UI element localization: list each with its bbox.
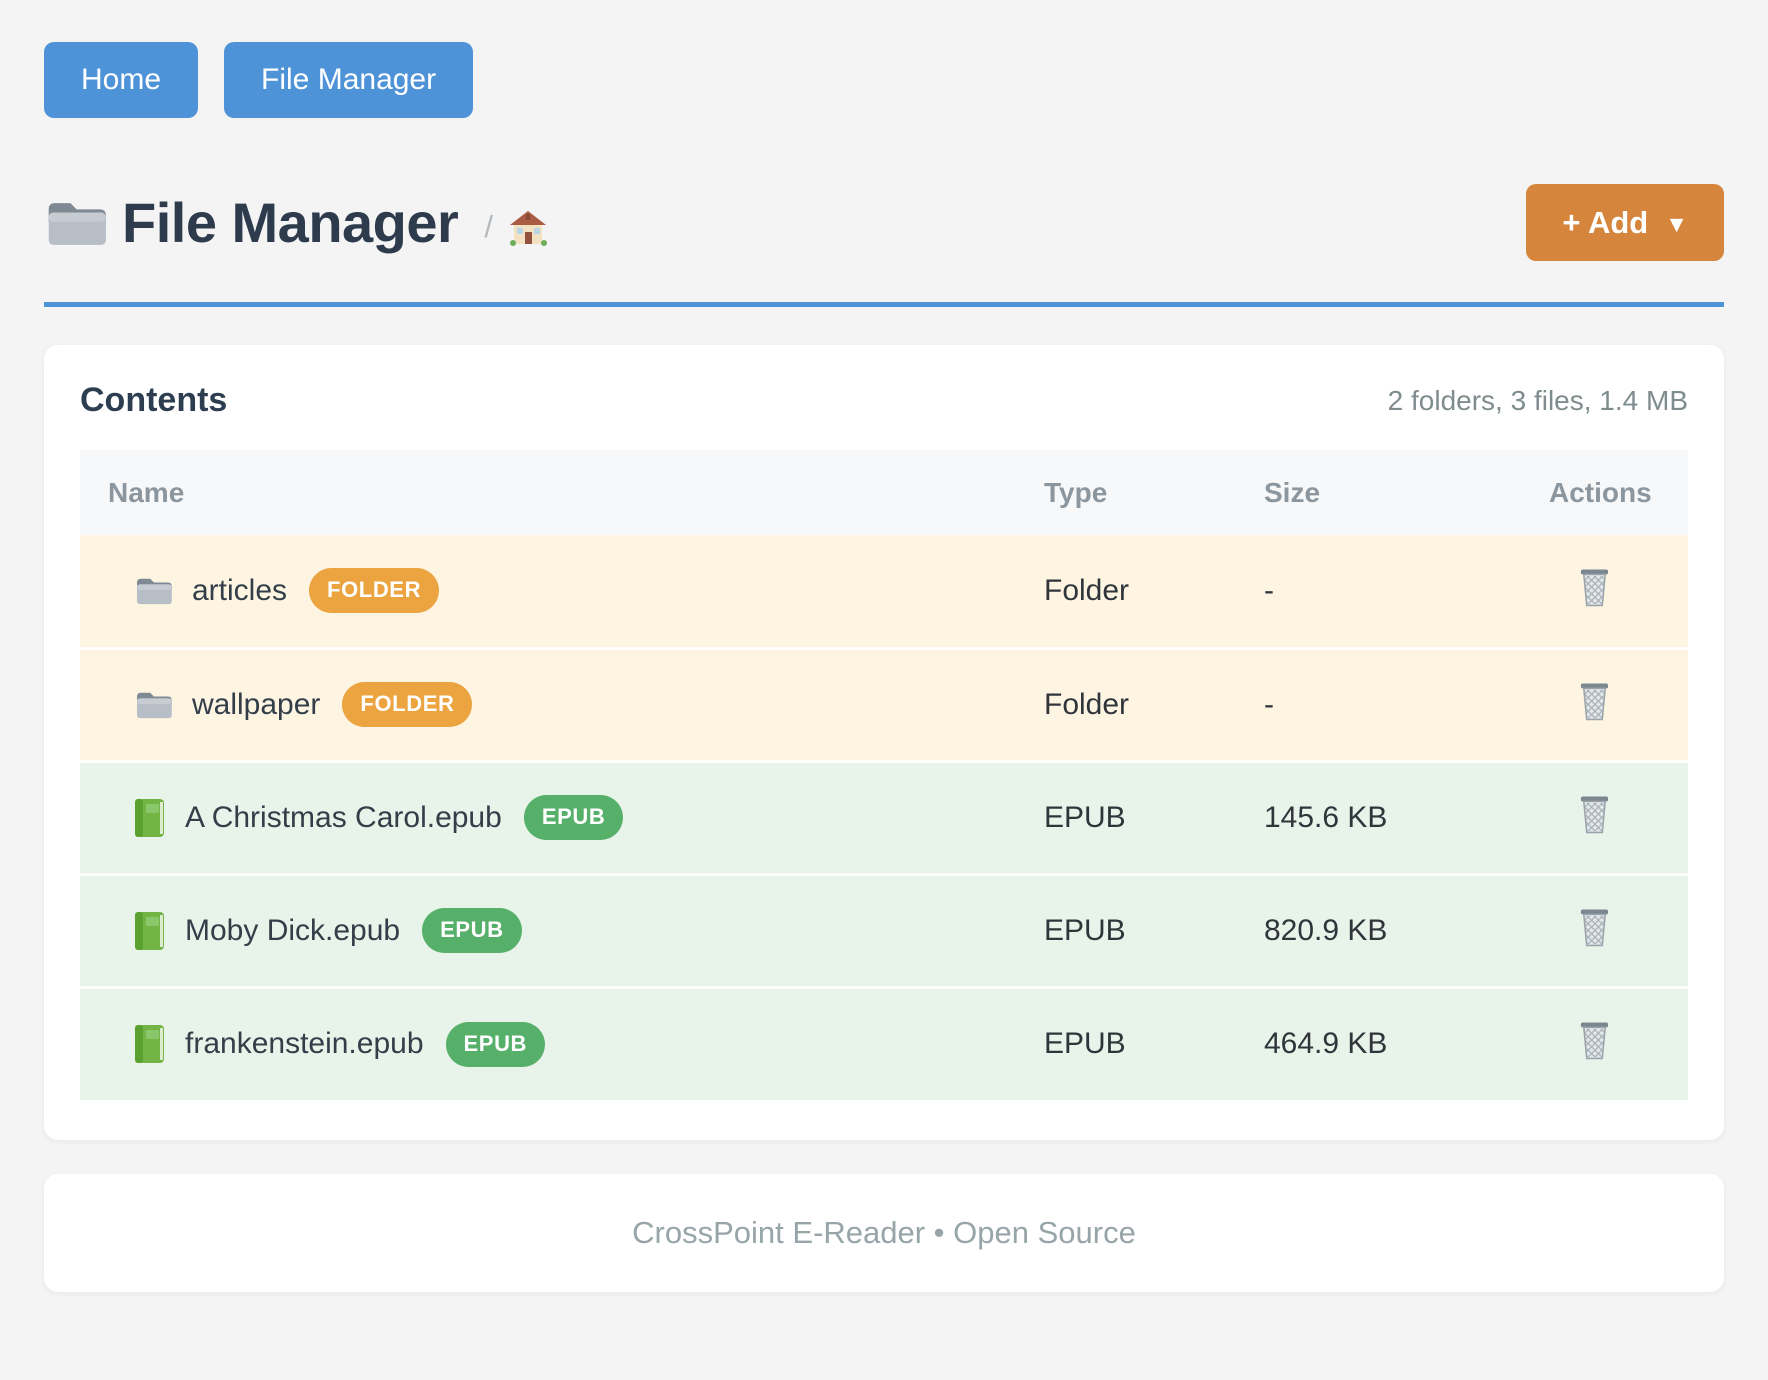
table-row: wallpaper FOLDER Folder -	[80, 646, 1688, 761]
delete-button[interactable]	[1578, 1019, 1611, 1061]
table-row: Moby Dick.epub EPUB EPUB 820.9 KB	[80, 872, 1688, 987]
name-cell: Moby Dick.epub EPUB	[98, 908, 1026, 953]
add-button[interactable]: + Add ▼	[1526, 184, 1724, 261]
item-name[interactable]: Moby Dick.epub	[185, 913, 401, 947]
trash-icon	[1578, 1019, 1611, 1061]
breadcrumb-home-link[interactable]	[509, 210, 547, 246]
book-icon	[134, 911, 165, 951]
nav-home-button[interactable]: Home	[44, 42, 199, 118]
top-nav: Home File Manager	[44, 0, 1724, 118]
column-header-name: Name	[80, 450, 1026, 535]
header-divider	[44, 302, 1724, 307]
page-title: File Manager	[122, 191, 459, 254]
card-title: Contents	[80, 381, 228, 419]
column-header-size: Size	[1246, 450, 1531, 535]
delete-button[interactable]	[1578, 793, 1611, 835]
name-cell: frankenstein.epub EPUB	[98, 1021, 1026, 1067]
page: Home File Manager File Manager / + Add ▼…	[44, 0, 1724, 1292]
breadcrumb-separator: /	[484, 208, 493, 244]
add-button-label: + Add	[1562, 204, 1649, 240]
folder-icon	[44, 197, 106, 248]
contents-summary: 2 folders, 3 files, 1.4 MB	[1387, 384, 1688, 416]
folder-icon	[134, 575, 172, 606]
trash-icon	[1578, 566, 1611, 608]
item-size: 820.9 KB	[1246, 872, 1531, 987]
column-header-type: Type	[1026, 450, 1246, 535]
trash-icon	[1578, 680, 1611, 722]
file-table: Name Type Size Actions articles FOLDER F…	[80, 450, 1688, 1100]
item-size: 464.9 KB	[1246, 985, 1531, 1100]
trash-icon	[1578, 793, 1611, 835]
footer: CrossPoint E-Reader • Open Source	[44, 1174, 1724, 1292]
delete-button[interactable]	[1578, 680, 1611, 722]
contents-card-header: Contents 2 folders, 3 files, 1.4 MB	[80, 381, 1688, 420]
item-type: EPUB	[1026, 985, 1246, 1100]
name-cell: wallpaper FOLDER	[98, 682, 1026, 727]
table-row: A Christmas Carol.epub EPUB EPUB 145.6 K…	[80, 759, 1688, 874]
title-group: File Manager /	[44, 190, 1526, 255]
item-type: Folder	[1026, 646, 1246, 761]
item-type: EPUB	[1026, 872, 1246, 987]
home-icon	[509, 210, 547, 246]
contents-card: Contents 2 folders, 3 files, 1.4 MB Name…	[44, 345, 1724, 1140]
item-size: -	[1246, 535, 1531, 648]
type-badge: FOLDER	[309, 568, 440, 614]
caret-down-icon: ▼	[1665, 210, 1688, 237]
item-size: 145.6 KB	[1246, 759, 1531, 874]
footer-text: CrossPoint E-Reader • Open Source	[632, 1215, 1136, 1250]
type-badge: EPUB	[523, 795, 624, 840]
name-cell: articles FOLDER	[98, 568, 1026, 614]
item-type: Folder	[1026, 535, 1246, 648]
table-header-row: Name Type Size Actions	[80, 450, 1688, 535]
column-header-actions: Actions	[1531, 450, 1688, 535]
item-size: -	[1246, 646, 1531, 761]
table-row: frankenstein.epub EPUB EPUB 464.9 KB	[80, 985, 1688, 1100]
name-cell: A Christmas Carol.epub EPUB	[98, 795, 1026, 840]
trash-icon	[1578, 906, 1611, 948]
item-type: EPUB	[1026, 759, 1246, 874]
type-badge: FOLDER	[342, 682, 473, 727]
book-icon	[134, 1024, 165, 1064]
page-header: File Manager / + Add ▼	[44, 184, 1724, 261]
book-icon	[134, 798, 165, 838]
table-row: articles FOLDER Folder -	[80, 535, 1688, 648]
delete-button[interactable]	[1578, 906, 1611, 948]
item-name[interactable]: A Christmas Carol.epub	[185, 800, 502, 834]
delete-button[interactable]	[1578, 566, 1611, 608]
type-badge: EPUB	[422, 908, 522, 953]
item-name[interactable]: frankenstein.epub	[185, 1027, 424, 1061]
item-name[interactable]: wallpaper	[192, 687, 321, 721]
folder-icon	[134, 689, 172, 720]
item-name[interactable]: articles	[192, 573, 288, 607]
nav-file-manager-button[interactable]: File Manager	[224, 42, 474, 118]
type-badge: EPUB	[445, 1021, 546, 1067]
